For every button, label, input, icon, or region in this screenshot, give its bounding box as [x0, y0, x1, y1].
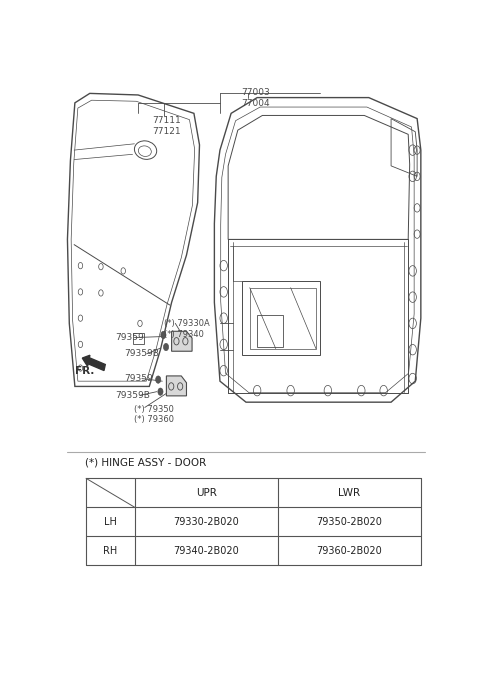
Circle shape [163, 343, 168, 351]
FancyArrow shape [83, 355, 105, 370]
Text: 79340-2B020: 79340-2B020 [173, 546, 239, 556]
Polygon shape [172, 331, 192, 351]
Text: 79359: 79359 [115, 333, 144, 342]
Text: 77003
77004: 77003 77004 [241, 88, 270, 108]
Text: 79330-2B020: 79330-2B020 [173, 517, 239, 527]
Bar [132, 333, 144, 344]
Text: 79360-2B020: 79360-2B020 [316, 546, 382, 556]
Bar [257, 315, 283, 346]
Circle shape [158, 388, 163, 396]
Circle shape [161, 331, 166, 339]
Text: 79359B: 79359B [124, 349, 159, 358]
Polygon shape [167, 376, 186, 396]
Text: (*) 79350
(*) 79360: (*) 79350 (*) 79360 [134, 405, 174, 424]
Text: (*) HINGE ASSY - DOOR: (*) HINGE ASSY - DOOR [85, 458, 206, 467]
Text: (*) 79330A
(*) 79340: (*) 79330A (*) 79340 [164, 319, 210, 338]
Circle shape [156, 376, 161, 383]
Text: RH: RH [103, 546, 118, 556]
Text: FR.: FR. [75, 366, 94, 376]
Text: 79359B: 79359B [115, 391, 150, 400]
Text: 77111
77121: 77111 77121 [152, 117, 181, 136]
Text: LWR: LWR [338, 488, 360, 498]
Text: 79359: 79359 [124, 374, 153, 383]
Text: LH: LH [104, 517, 117, 527]
Text: 79350-2B020: 79350-2B020 [316, 517, 382, 527]
Text: UPR: UPR [196, 488, 216, 498]
